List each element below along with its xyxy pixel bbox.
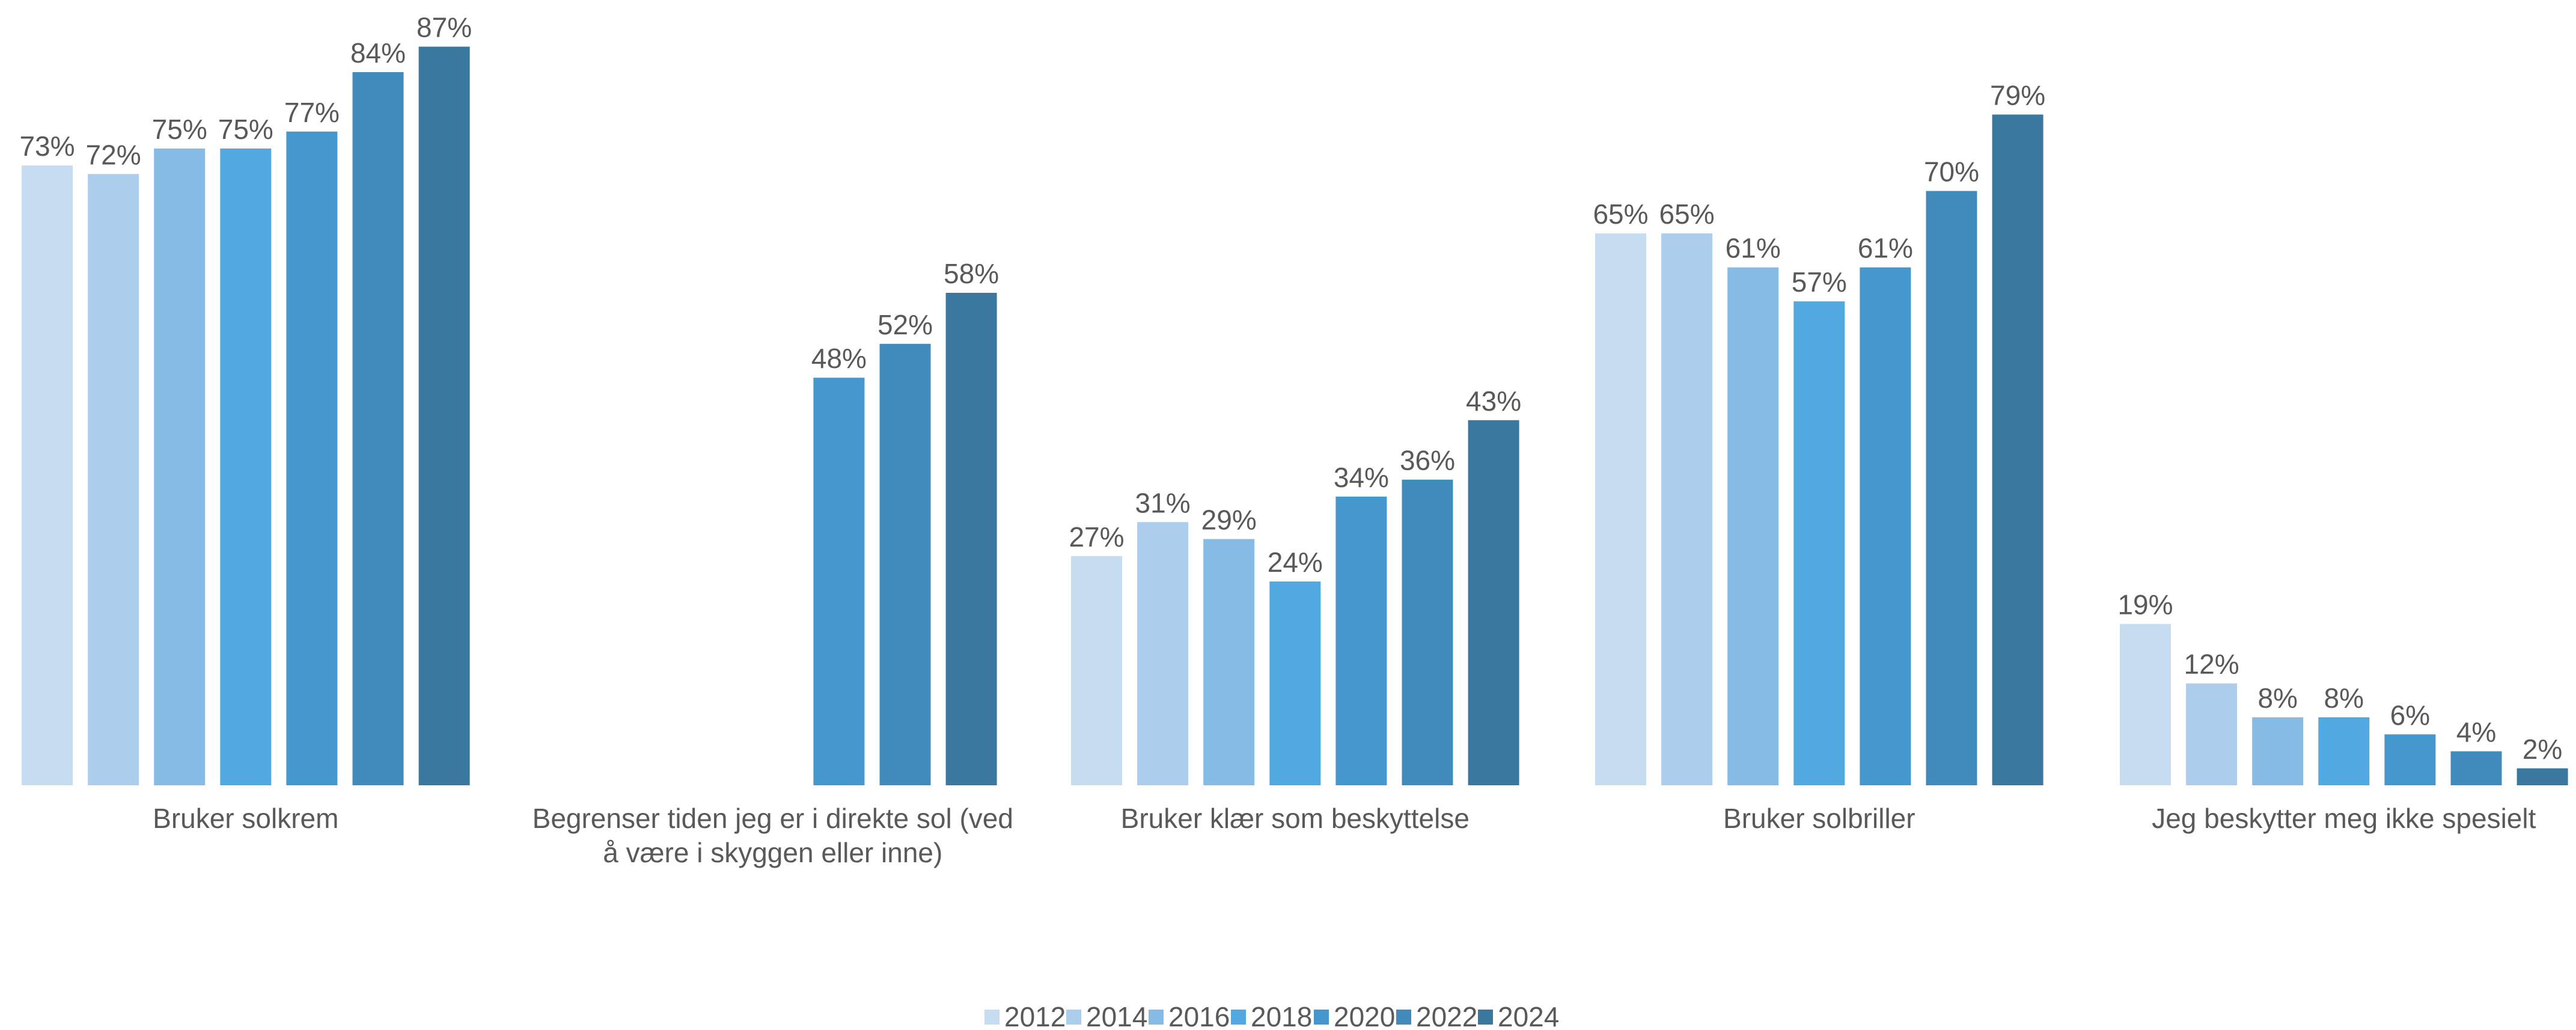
bar-2014-cat3 [1661,233,1713,785]
value-label-2018-cat4: 8% [2324,682,2364,714]
bar-2024-cat0 [418,46,470,786]
bar-2022-cat2 [1402,479,1453,785]
bar-2016-cat4 [2252,717,2304,785]
value-label-2012-cat2: 27% [1069,521,1124,553]
value-label-2020-cat3: 61% [1858,233,1913,264]
value-label-2016-cat4: 8% [2257,682,2297,714]
value-label-2012-cat0: 73% [19,130,75,162]
value-label-2020-cat4: 6% [2390,699,2430,731]
bar-2012-cat0 [22,165,73,786]
bar-2012-cat2 [1071,556,1122,785]
value-label-2016-cat0: 75% [152,114,207,145]
bar-2020-cat4 [2384,734,2436,785]
legend-label-2022: 2022 [1416,1001,1477,1030]
value-label-2024-cat0: 87% [417,12,472,43]
bar-2018-cat4 [2318,717,2370,785]
bar-2024-cat1 [945,293,997,785]
value-label-2022-cat4: 4% [2456,717,2496,748]
bar-2022-cat4 [2450,751,2502,785]
legend-swatch-2016 [1149,1010,1164,1025]
bar-2014-cat4 [2186,683,2238,785]
value-label-2014-cat3: 65% [1659,198,1715,230]
bars-layer [22,46,2568,786]
legend-label-2016: 2016 [1168,1001,1230,1030]
legend-label-2020: 2020 [1334,1001,1395,1030]
bar-2018-cat2 [1269,581,1321,785]
legend-swatch-2022 [1396,1010,1411,1025]
value-label-2018-cat3: 57% [1792,266,1847,298]
value-label-2024-cat1: 58% [944,258,999,289]
bar-2024-cat2 [1468,420,1519,785]
bar-2022-cat3 [1926,191,1977,786]
category-label-2: Bruker klær som beskyttelse [1121,803,1470,834]
bar-2020-cat3 [1860,267,1911,785]
bar-2016-cat3 [1727,267,1779,785]
bar-2016-cat2 [1203,539,1255,785]
value-label-2024-cat2: 43% [1466,385,1521,417]
bar-2018-cat3 [1793,301,1845,785]
bar-2022-cat0 [352,72,404,785]
bar-2020-cat0 [286,131,338,785]
bar-2020-cat1 [813,378,865,785]
legend-label-2012: 2012 [1004,1001,1066,1030]
value-label-2014-cat0: 72% [86,139,141,170]
legend-label-2024: 2024 [1498,1001,1559,1030]
legend-swatch-2014 [1066,1010,1081,1025]
value-label-2024-cat4: 2% [2523,734,2562,765]
bar-2012-cat3 [1595,233,1646,785]
value-label-2020-cat0: 77% [284,97,340,128]
value-label-2014-cat4: 12% [2184,649,2239,680]
bar-2020-cat2 [1335,496,1387,785]
legend: 2012 2014 2016 2018 2020 2022 2024 [984,1001,1559,1030]
bar-2024-cat3 [1992,114,2043,785]
bar-2014-cat0 [88,174,139,785]
bar-2012-cat4 [2120,624,2171,785]
value-label-2024-cat3: 79% [1990,80,2045,111]
value-label-2012-cat4: 19% [2117,589,2173,621]
legend-swatch-2012 [984,1010,1000,1025]
value-label-2012-cat3: 65% [1593,198,1648,230]
value-label-2022-cat2: 36% [1400,445,1455,476]
legend-label-2018: 2018 [1251,1001,1312,1030]
category-label-3: Bruker solbriller [1723,803,1915,834]
value-label-2014-cat2: 31% [1135,487,1191,518]
bar-2014-cat2 [1137,522,1189,785]
legend-label-2014: 2014 [1086,1001,1147,1030]
bar-2022-cat1 [879,343,931,785]
category-label-0: Bruker solkrem [153,803,338,834]
value-label-2022-cat0: 84% [350,37,406,69]
value-label-2018-cat2: 24% [1268,547,1323,578]
bar-2024-cat4 [2516,768,2568,785]
bar-2016-cat0 [154,149,206,785]
category-label-4: Jeg beskytter meg ikke spesielt [2152,803,2536,834]
category-label-1: Begrenser tiden jeg er i direkte sol (ve… [533,803,1013,868]
value-label-2020-cat2: 34% [1334,462,1389,493]
legend-swatch-2020 [1314,1010,1329,1025]
bar-2018-cat0 [220,149,272,785]
value-label-2020-cat1: 48% [811,343,867,374]
value-labels-layer: 73% 72% 75% 75% 77% 84% 87% 48% 52% 58% 27% 31% 29% 2… [19,12,2562,765]
legend-swatch-2018 [1231,1010,1246,1025]
value-label-2022-cat1: 52% [877,309,933,340]
value-label-2022-cat3: 70% [1924,156,1979,188]
value-label-2016-cat3: 61% [1726,233,1781,264]
value-label-2018-cat0: 75% [218,114,273,145]
category-labels-layer: Bruker solkrem Begrenser tiden jeg er i d… [153,803,2536,868]
value-label-2016-cat2: 29% [1201,504,1257,536]
legend-swatch-2024 [1478,1010,1493,1025]
